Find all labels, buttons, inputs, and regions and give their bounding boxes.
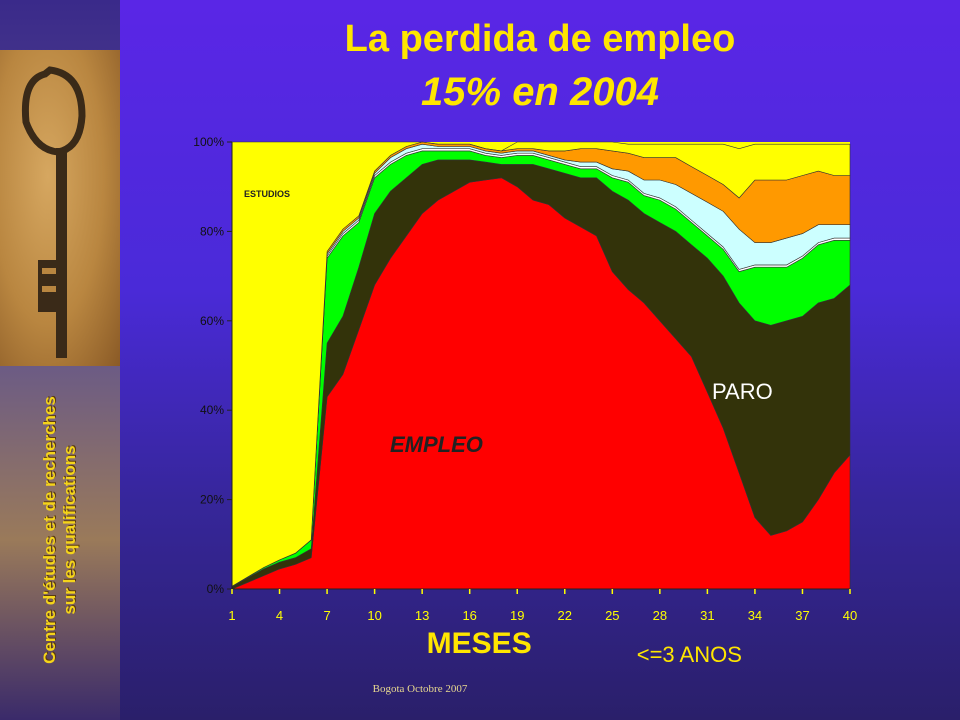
key-icon [21, 66, 86, 358]
stacked-area-chart: 0% 20% 40% 60% 80% 100% 1 4 7 10 13 16 19 22 25 28 31 34 3… [193, 135, 857, 667]
key-photo [0, 50, 120, 366]
y-tick-label: 100% [193, 135, 224, 149]
x-tick-label: 16 [462, 608, 476, 623]
x-tick-label: 31 [700, 608, 714, 623]
y-tick-label: 0% [207, 582, 225, 596]
annotation-paro: PARO [712, 379, 773, 404]
x-tick-label: 22 [558, 608, 572, 623]
x-axis-note: <=3 ANOS [637, 642, 742, 667]
x-tick-label: 34 [748, 608, 762, 623]
x-tick-label: 4 [276, 608, 283, 623]
institution-line-1: Centre d'études et de recherches [40, 396, 59, 664]
annotation-estudios: ESTUDIOS [244, 189, 290, 199]
annotation-empleo: EMPLEO [390, 432, 483, 457]
sidebar-panel: Centre d'études et de recherches sur les… [0, 0, 120, 720]
y-tick-label: 40% [200, 403, 224, 417]
footer-text: Bogota Octobre 2007 [372, 683, 468, 695]
y-tick-label: 60% [200, 314, 224, 328]
area-series-6 [231, 141, 851, 587]
y-tick-label: 20% [200, 493, 224, 507]
x-tick-label: 25 [605, 608, 619, 623]
page-title: La perdida de empleo [344, 18, 736, 60]
y-tick-label: 80% [200, 224, 224, 238]
x-tick-label: 10 [367, 608, 381, 623]
x-tick-label: 19 [510, 608, 524, 623]
x-tick-label: 37 [795, 608, 809, 623]
x-tick-label: 40 [843, 608, 857, 623]
x-tick-label: 1 [228, 608, 235, 623]
x-axis-title: MESES [427, 627, 532, 660]
x-tick-label: 7 [323, 608, 330, 623]
institution-name: Centre d'études et de recherches sur les… [40, 370, 80, 690]
x-tick-label: 28 [653, 608, 667, 623]
x-tick-label: 13 [415, 608, 429, 623]
page-subtitle: 15% en 2004 [421, 70, 659, 114]
institution-line-2: sur les qualifications [60, 445, 79, 615]
